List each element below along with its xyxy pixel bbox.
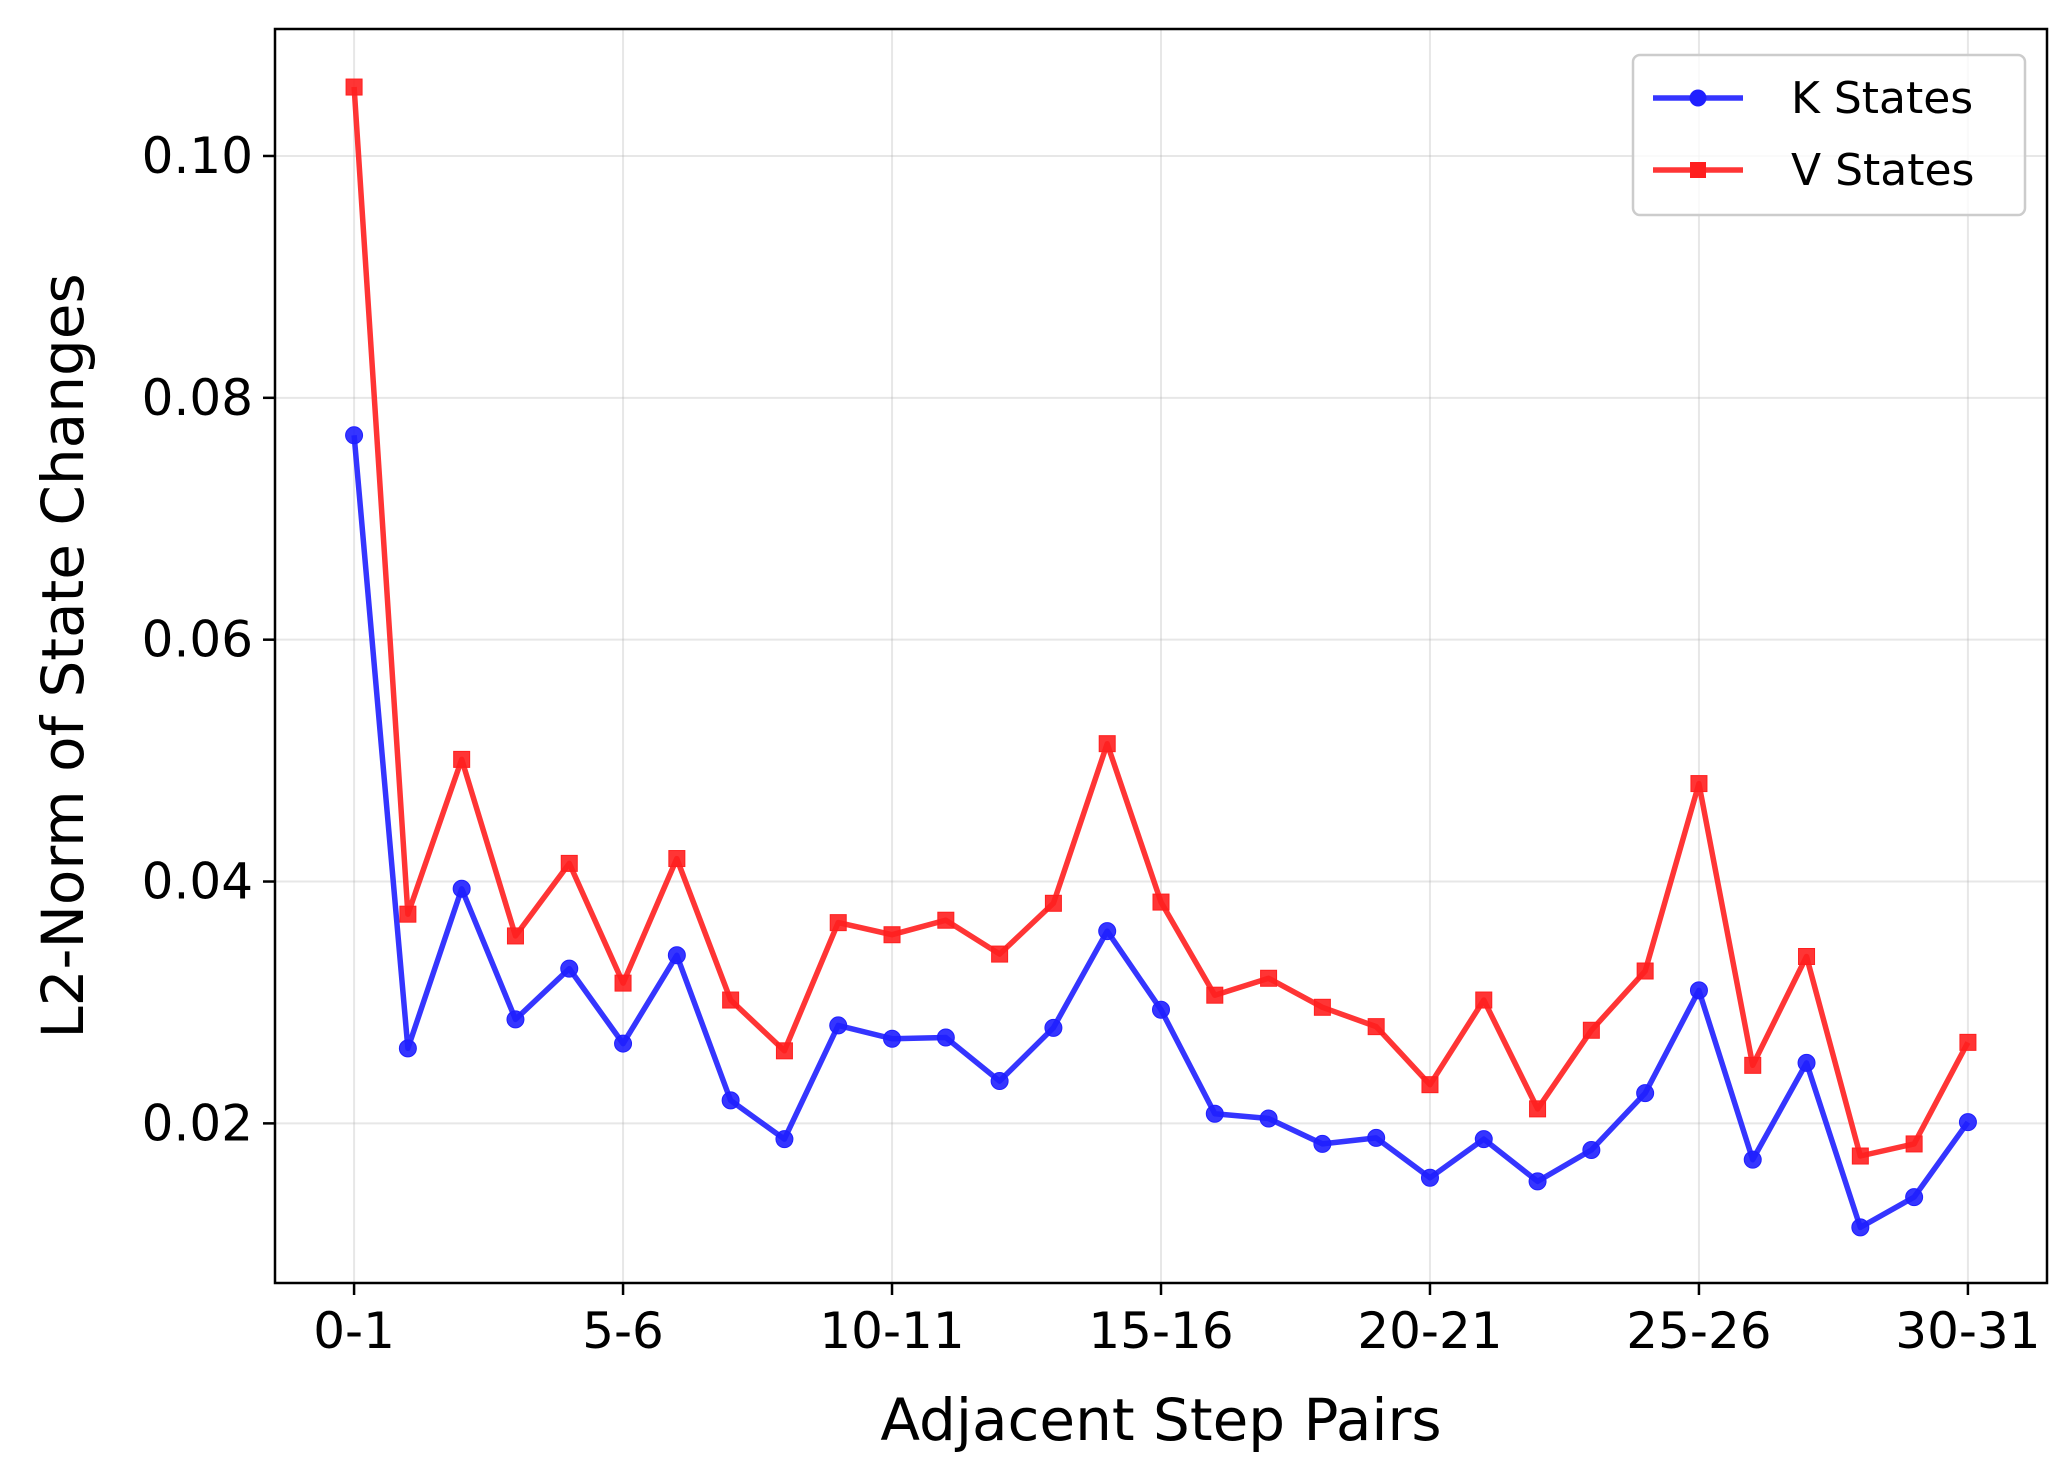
data-point xyxy=(775,1042,793,1060)
data-point xyxy=(722,991,740,1009)
data-point xyxy=(1313,1134,1332,1153)
x-axis-title: Adjacent Step Pairs xyxy=(880,1386,1441,1454)
data-point xyxy=(1582,1140,1601,1159)
data-point xyxy=(1959,1033,1977,1051)
data-point xyxy=(1582,1021,1600,1039)
y-axis-title: L2-Norm of State Changes xyxy=(29,273,97,1038)
data-point xyxy=(1044,1018,1063,1037)
y-tick-label: 0.06 xyxy=(142,611,253,669)
y-tick-label: 0.02 xyxy=(142,1094,253,1152)
data-point xyxy=(345,426,364,445)
data-point xyxy=(1744,1056,1762,1074)
data-point xyxy=(614,974,632,992)
data-point xyxy=(775,1130,794,1149)
data-point xyxy=(1636,962,1654,980)
data-point xyxy=(506,1010,525,1029)
data-point xyxy=(1260,969,1278,987)
y-tick-label: 0.10 xyxy=(142,127,253,185)
axis-ticks: 0-1 5-6 10-11 15-16 20-21 25-26 30-31 0.02 0.04 0… xyxy=(142,127,2041,1360)
grid xyxy=(275,29,2047,1283)
data-point xyxy=(1206,986,1224,1004)
legend-label: V States xyxy=(1791,145,1974,196)
data-point xyxy=(1421,1076,1439,1094)
x-tick-label: 10-11 xyxy=(819,1302,964,1360)
legend-marker xyxy=(1689,89,1707,107)
data-point xyxy=(1475,991,1493,1009)
legend-entry: V States xyxy=(1653,145,1974,196)
data-point xyxy=(1205,1104,1224,1123)
x-tick-label: 5-6 xyxy=(582,1302,664,1360)
x-tick-label: 25-26 xyxy=(1626,1302,1771,1360)
data-point xyxy=(1367,1128,1386,1147)
data-point xyxy=(1474,1130,1493,1149)
data-point xyxy=(1958,1113,1977,1132)
data-point xyxy=(452,879,471,898)
legend: K States V States xyxy=(1631,53,2027,217)
series-v-states xyxy=(345,78,1977,1165)
data-point xyxy=(1313,998,1331,1016)
data-point xyxy=(1851,1218,1870,1237)
data-point xyxy=(1905,1135,1923,1153)
data-point xyxy=(991,945,1009,963)
data-point xyxy=(990,1072,1009,1091)
y-tick-label: 0.08 xyxy=(142,369,253,427)
data-point xyxy=(829,914,847,932)
data-point xyxy=(560,959,579,978)
data-point xyxy=(936,1028,955,1047)
series-k-states xyxy=(345,426,1977,1237)
data-point xyxy=(1636,1084,1655,1103)
data-point xyxy=(1798,948,1816,966)
data-point xyxy=(667,946,686,965)
legend-marker xyxy=(1690,162,1706,178)
x-tick-label: 30-31 xyxy=(1895,1302,2040,1360)
data-point xyxy=(1367,1018,1385,1036)
data-point xyxy=(614,1034,633,1053)
data-point xyxy=(398,1039,417,1058)
y-tick-label: 0.04 xyxy=(142,853,253,911)
data-point xyxy=(1689,981,1708,1000)
data-point xyxy=(883,926,901,944)
data-point xyxy=(829,1016,848,1035)
data-point xyxy=(1098,735,1116,753)
data-point xyxy=(721,1091,740,1110)
data-point xyxy=(345,78,363,96)
data-point xyxy=(1420,1168,1439,1187)
data-point xyxy=(560,854,578,872)
data-point xyxy=(453,750,471,768)
series-layer xyxy=(345,78,1977,1237)
data-point xyxy=(1528,1172,1547,1191)
data-point xyxy=(1098,922,1117,941)
x-tick-label: 15-16 xyxy=(1088,1302,1233,1360)
data-point xyxy=(1044,894,1062,912)
legend-entry: K States xyxy=(1653,73,1973,124)
legend-box xyxy=(1631,53,2027,217)
data-point xyxy=(506,927,524,945)
data-point xyxy=(1152,1000,1170,1019)
legend-label: K States xyxy=(1791,73,1973,124)
data-point xyxy=(668,850,686,868)
data-point xyxy=(1797,1053,1816,1072)
data-point xyxy=(1905,1188,1924,1207)
data-point xyxy=(1152,893,1170,911)
data-point xyxy=(1529,1100,1547,1118)
data-point xyxy=(1851,1147,1869,1165)
x-tick-label: 0-1 xyxy=(313,1302,395,1360)
data-point xyxy=(1743,1150,1762,1169)
data-point xyxy=(883,1029,902,1048)
x-tick-label: 20-21 xyxy=(1357,1302,1502,1360)
data-point xyxy=(1259,1109,1278,1128)
data-point xyxy=(937,911,955,929)
data-point xyxy=(1690,775,1708,793)
data-point xyxy=(399,905,417,923)
